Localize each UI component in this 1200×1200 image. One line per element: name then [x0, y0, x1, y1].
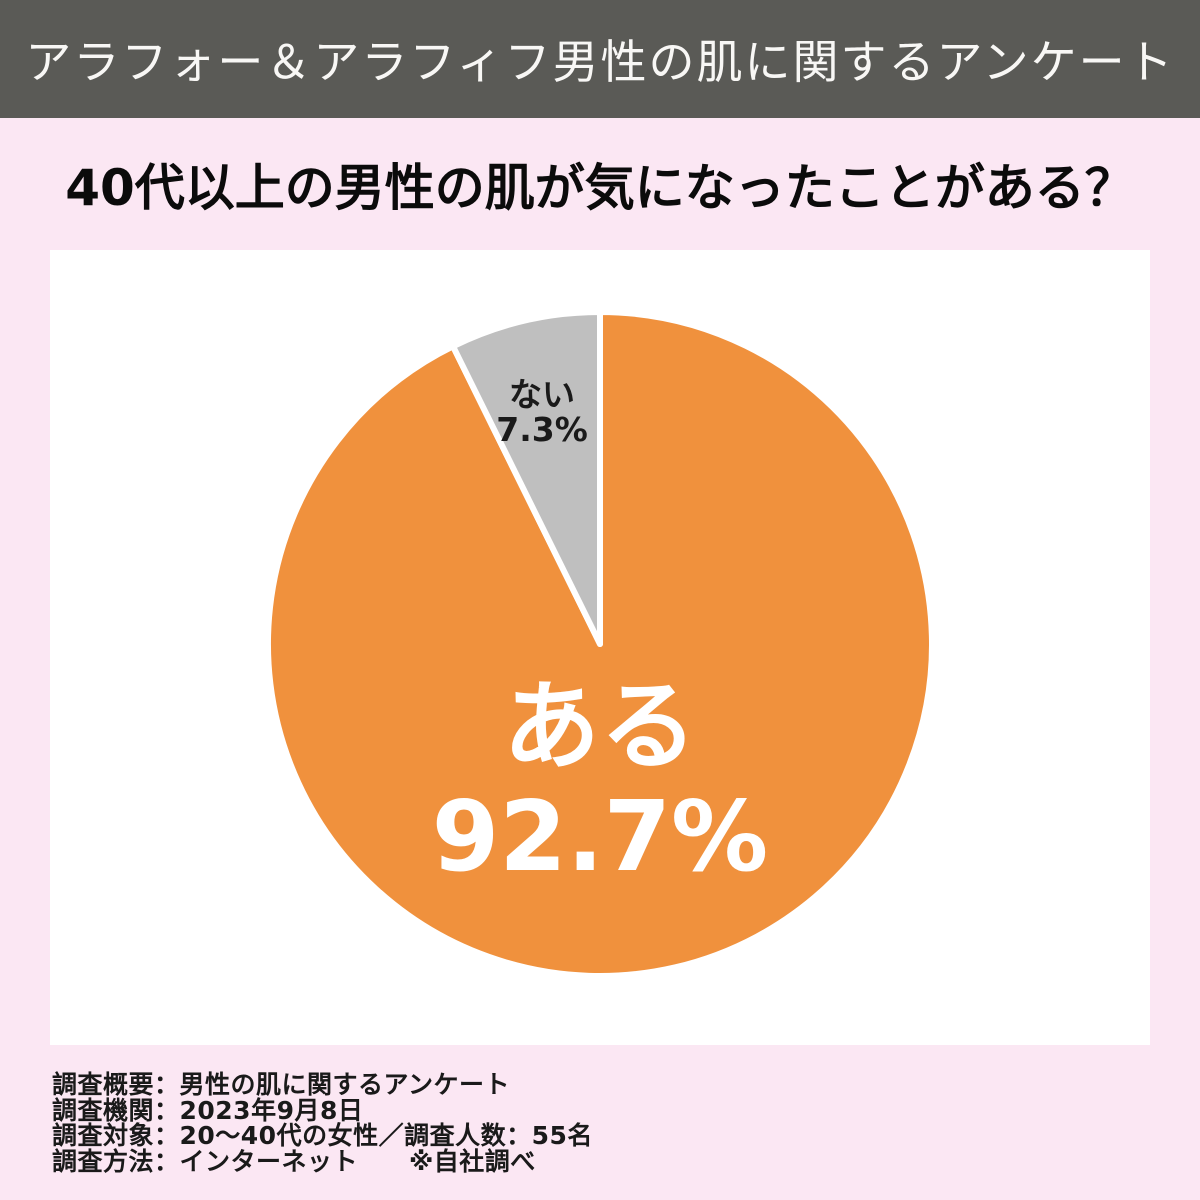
aru-slice-label: ある 92.7% — [300, 672, 900, 892]
aru-value-text: 92.7% — [431, 780, 769, 893]
question-title: 40代以上の男性の肌が気になったことがある？ — [65, 159, 1135, 217]
survey-notes: 調査概要：男性の肌に関するアンケート 調査機関：2023年9月8日 調査対象：2… — [52, 1072, 593, 1174]
pie-slice-nai — [450, 309, 603, 647]
header-title: アラフォー＆アラフィフ男性の肌に関するアンケート — [25, 35, 1175, 89]
note-line-overview: 調査概要：男性の肌に関するアンケート — [52, 1070, 511, 1099]
chart-card: ない 7.3% ある 92.7% — [50, 250, 1150, 1045]
aru-label-text: ある — [503, 670, 697, 783]
note-line-agency: 調査機関：2023年9月8日 — [52, 1095, 364, 1125]
question-section: 40代以上の男性の肌が気になったことがある？ — [0, 118, 1200, 250]
nai-slice-label: ない 7.3% — [442, 377, 642, 447]
header-bar: アラフォー＆アラフィフ男性の肌に関するアンケート — [0, 0, 1200, 118]
nai-value-text: 7.3% — [496, 410, 588, 449]
note-line-subjects: 調査対象：20〜40代の女性／調査人数：55名 — [52, 1121, 593, 1150]
note-line-method: 調査方法：インターネット ※自社調べ — [52, 1146, 536, 1176]
nai-label-text: ない — [509, 375, 575, 414]
pie-chart — [265, 309, 935, 979]
